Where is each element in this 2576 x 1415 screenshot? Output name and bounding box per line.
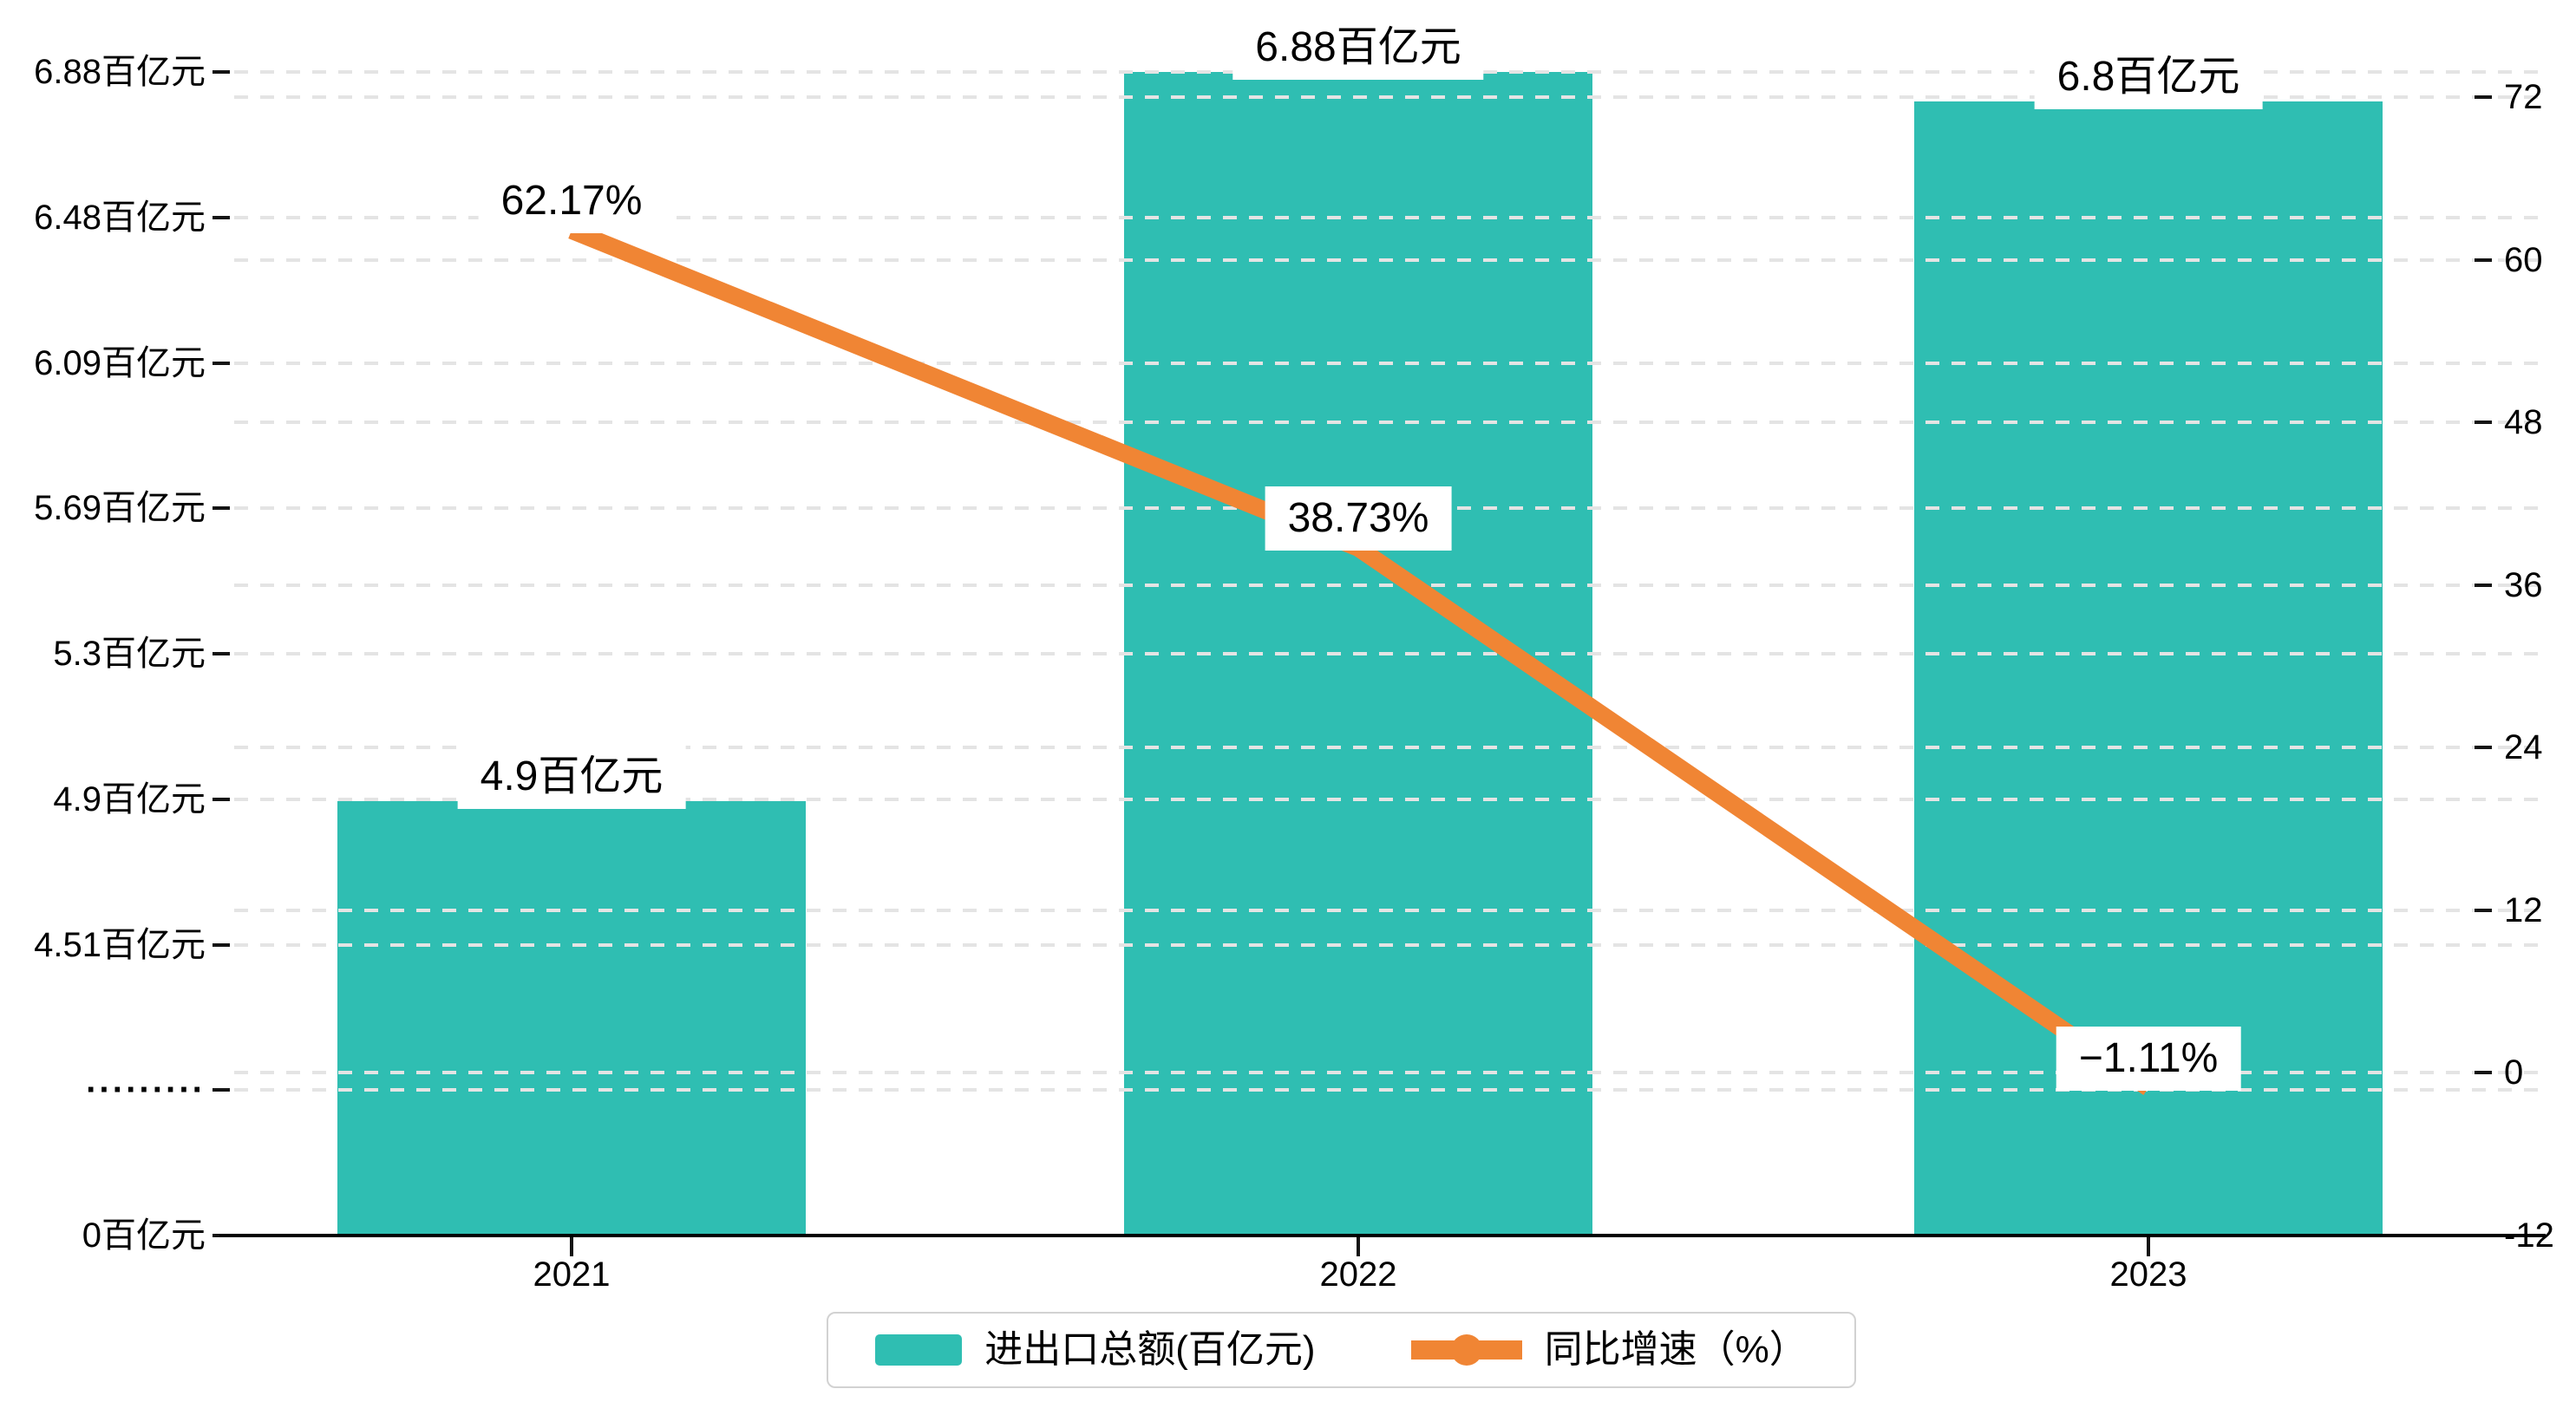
right-axis-tick-mark (2475, 746, 2492, 750)
legend-label-bar-series: 进出口总额(百亿元) (984, 1328, 1316, 1371)
left-axis-tick-label: 5.3百亿元 (53, 635, 206, 673)
gridline (234, 797, 2546, 801)
x-axis-label-2021: 2021 (533, 1255, 611, 1294)
left-axis-tick-label: 6.48百亿元 (34, 198, 206, 237)
left-axis-tick-label: 4.9百亿元 (53, 779, 206, 818)
line-value-label-2021: 62.17% (478, 168, 665, 233)
left-axis-tick-mark (212, 797, 230, 801)
right-axis-tick-label: 0 (2504, 1053, 2524, 1092)
x-axis-tick-mark (2147, 1237, 2150, 1256)
bar-2021[interactable] (337, 800, 806, 1236)
legend: 进出口总额(百亿元) 同比增速（%） (827, 1312, 1856, 1388)
x-axis-tick-mark (570, 1237, 573, 1256)
right-axis-tick-mark (2475, 258, 2492, 262)
bar-value-label-2023: 6.8百亿元 (2034, 44, 2263, 109)
left-axis-tick-label: 0百亿元 (82, 1216, 206, 1255)
left-axis-tick-mark (212, 506, 230, 511)
gridline (234, 421, 2546, 425)
right-axis-tick-label: 48 (2504, 403, 2543, 442)
right-axis-tick-mark (2475, 95, 2492, 99)
bar-value-label-2022: 6.88百亿元 (1232, 16, 1484, 80)
left-axis-tick-label: 5.69百亿元 (34, 489, 206, 528)
gridline (234, 746, 2546, 750)
gridline (234, 1088, 2546, 1092)
left-axis-tick-mark (212, 942, 230, 947)
line-value-label-2022: 38.73% (1265, 486, 1452, 551)
left-axis-tick-mark (212, 215, 230, 219)
gridline (234, 361, 2546, 365)
x-axis-tick-mark (1357, 1237, 1360, 1256)
right-axis-tick-label: 12 (2504, 890, 2543, 929)
legend-item-line-series[interactable]: 同比增速（%） (1410, 1328, 1808, 1371)
gridline (234, 1071, 2546, 1075)
legend-item-bar-series[interactable]: 进出口总额(百亿元) (875, 1328, 1316, 1371)
left-axis-tick-label: 6.09百亿元 (34, 343, 206, 382)
right-axis-tick-mark (2475, 583, 2492, 587)
gridline (234, 583, 2546, 587)
right-axis-tick-mark (2475, 1071, 2492, 1075)
legend-label-line-series: 同比增速（%） (1544, 1328, 1808, 1371)
right-axis-tick-mark (2475, 421, 2492, 425)
gridline (234, 95, 2546, 99)
gridline (234, 258, 2546, 262)
gridline (234, 942, 2546, 947)
gridline (234, 652, 2546, 655)
right-axis-tick-label: 72 (2504, 78, 2543, 116)
left-axis-tick-label: 6.88百亿元 (34, 53, 206, 91)
left-axis-tick-mark (212, 70, 230, 74)
right-axis-tick-label: 36 (2504, 565, 2543, 604)
left-axis-tick-mark (212, 361, 230, 365)
right-axis-tick-label: 60 (2504, 240, 2543, 279)
right-axis-tick-label: 24 (2504, 728, 2543, 767)
left-axis-tick-label: ········· (86, 1071, 206, 1110)
right-axis-tick-mark (2475, 908, 2492, 912)
bar-value-label-2021: 4.9百亿元 (457, 744, 686, 809)
left-axis-tick-mark (212, 1088, 230, 1092)
x-axis-label-2023: 2023 (2109, 1255, 2187, 1294)
x-axis-line (219, 1234, 2546, 1237)
left-axis-tick-mark (212, 652, 230, 655)
left-axis-tick-label: 4.51百亿元 (34, 925, 206, 964)
gridline (234, 908, 2546, 912)
line-series-swatch-icon (1410, 1331, 1522, 1369)
gridline (234, 215, 2546, 219)
bar-series-swatch-icon (875, 1334, 963, 1366)
line-value-label-2023: −1.11% (2056, 1026, 2241, 1091)
x-axis-label-2022: 2022 (1319, 1255, 1397, 1294)
